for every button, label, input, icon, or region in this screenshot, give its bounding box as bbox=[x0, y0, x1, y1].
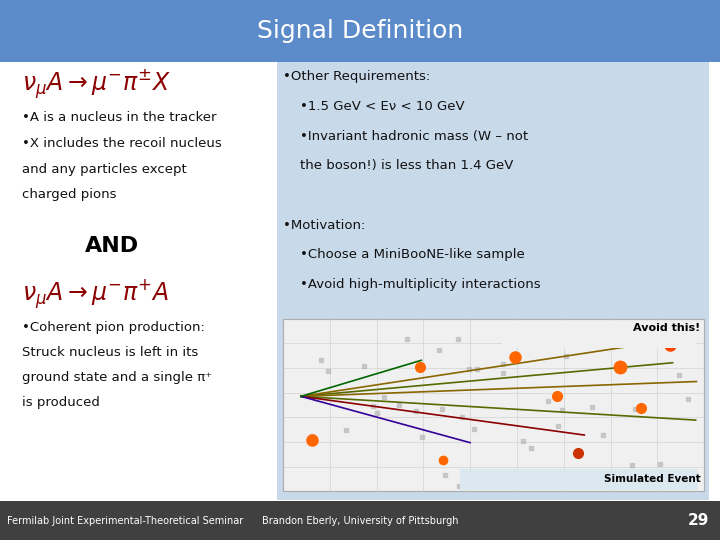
Text: •Coherent pion production:: •Coherent pion production: bbox=[22, 321, 204, 334]
Text: Signal Definition: Signal Definition bbox=[257, 19, 463, 43]
Text: •Avoid high-multiplicity interactions: •Avoid high-multiplicity interactions bbox=[283, 278, 541, 291]
Text: Fermilab Joint Experimental-Theoretical Seminar: Fermilab Joint Experimental-Theoretical … bbox=[7, 516, 243, 525]
Text: is produced: is produced bbox=[22, 396, 99, 409]
Text: •Invariant hadronic mass (W – not: •Invariant hadronic mass (W – not bbox=[283, 130, 528, 143]
Text: Brandon Eberly, University of Pittsburgh: Brandon Eberly, University of Pittsburgh bbox=[262, 516, 458, 525]
Text: AND: AND bbox=[84, 235, 139, 256]
FancyBboxPatch shape bbox=[460, 469, 698, 490]
FancyBboxPatch shape bbox=[502, 321, 696, 348]
Text: •Choose a MiniBooNE-like sample: •Choose a MiniBooNE-like sample bbox=[283, 248, 525, 261]
FancyBboxPatch shape bbox=[0, 0, 720, 62]
Text: Avoid this!: Avoid this! bbox=[634, 323, 701, 333]
FancyBboxPatch shape bbox=[283, 319, 704, 491]
Text: •Motivation:: •Motivation: bbox=[283, 219, 365, 232]
Text: the boson!) is less than 1.4 GeV: the boson!) is less than 1.4 GeV bbox=[283, 159, 513, 172]
Text: •1.5 GeV < Eν < 10 GeV: •1.5 GeV < Eν < 10 GeV bbox=[283, 100, 464, 113]
Text: •A is a nucleus in the tracker: •A is a nucleus in the tracker bbox=[22, 111, 216, 124]
Text: and any particles except: and any particles except bbox=[22, 163, 186, 176]
Text: •Other Requirements:: •Other Requirements: bbox=[283, 70, 431, 83]
Text: $\nu_{\mu}A \rightarrow \mu^{-}\pi^{+}A$: $\nu_{\mu}A \rightarrow \mu^{-}\pi^{+}A$ bbox=[22, 278, 168, 311]
Text: charged pions: charged pions bbox=[22, 188, 116, 201]
Text: ground state and a single π⁺: ground state and a single π⁺ bbox=[22, 371, 212, 384]
Text: •X includes the recoil nucleus: •X includes the recoil nucleus bbox=[22, 137, 221, 150]
FancyBboxPatch shape bbox=[0, 501, 720, 540]
FancyBboxPatch shape bbox=[277, 46, 709, 500]
FancyBboxPatch shape bbox=[0, 62, 277, 501]
Text: Struck nucleus is left in its: Struck nucleus is left in its bbox=[22, 346, 198, 359]
Text: $\nu_{\mu}A \rightarrow \mu^{-}\pi^{\pm}X$: $\nu_{\mu}A \rightarrow \mu^{-}\pi^{\pm}… bbox=[22, 67, 171, 100]
Text: Simulated Event: Simulated Event bbox=[604, 474, 701, 484]
Text: 29: 29 bbox=[688, 513, 709, 528]
